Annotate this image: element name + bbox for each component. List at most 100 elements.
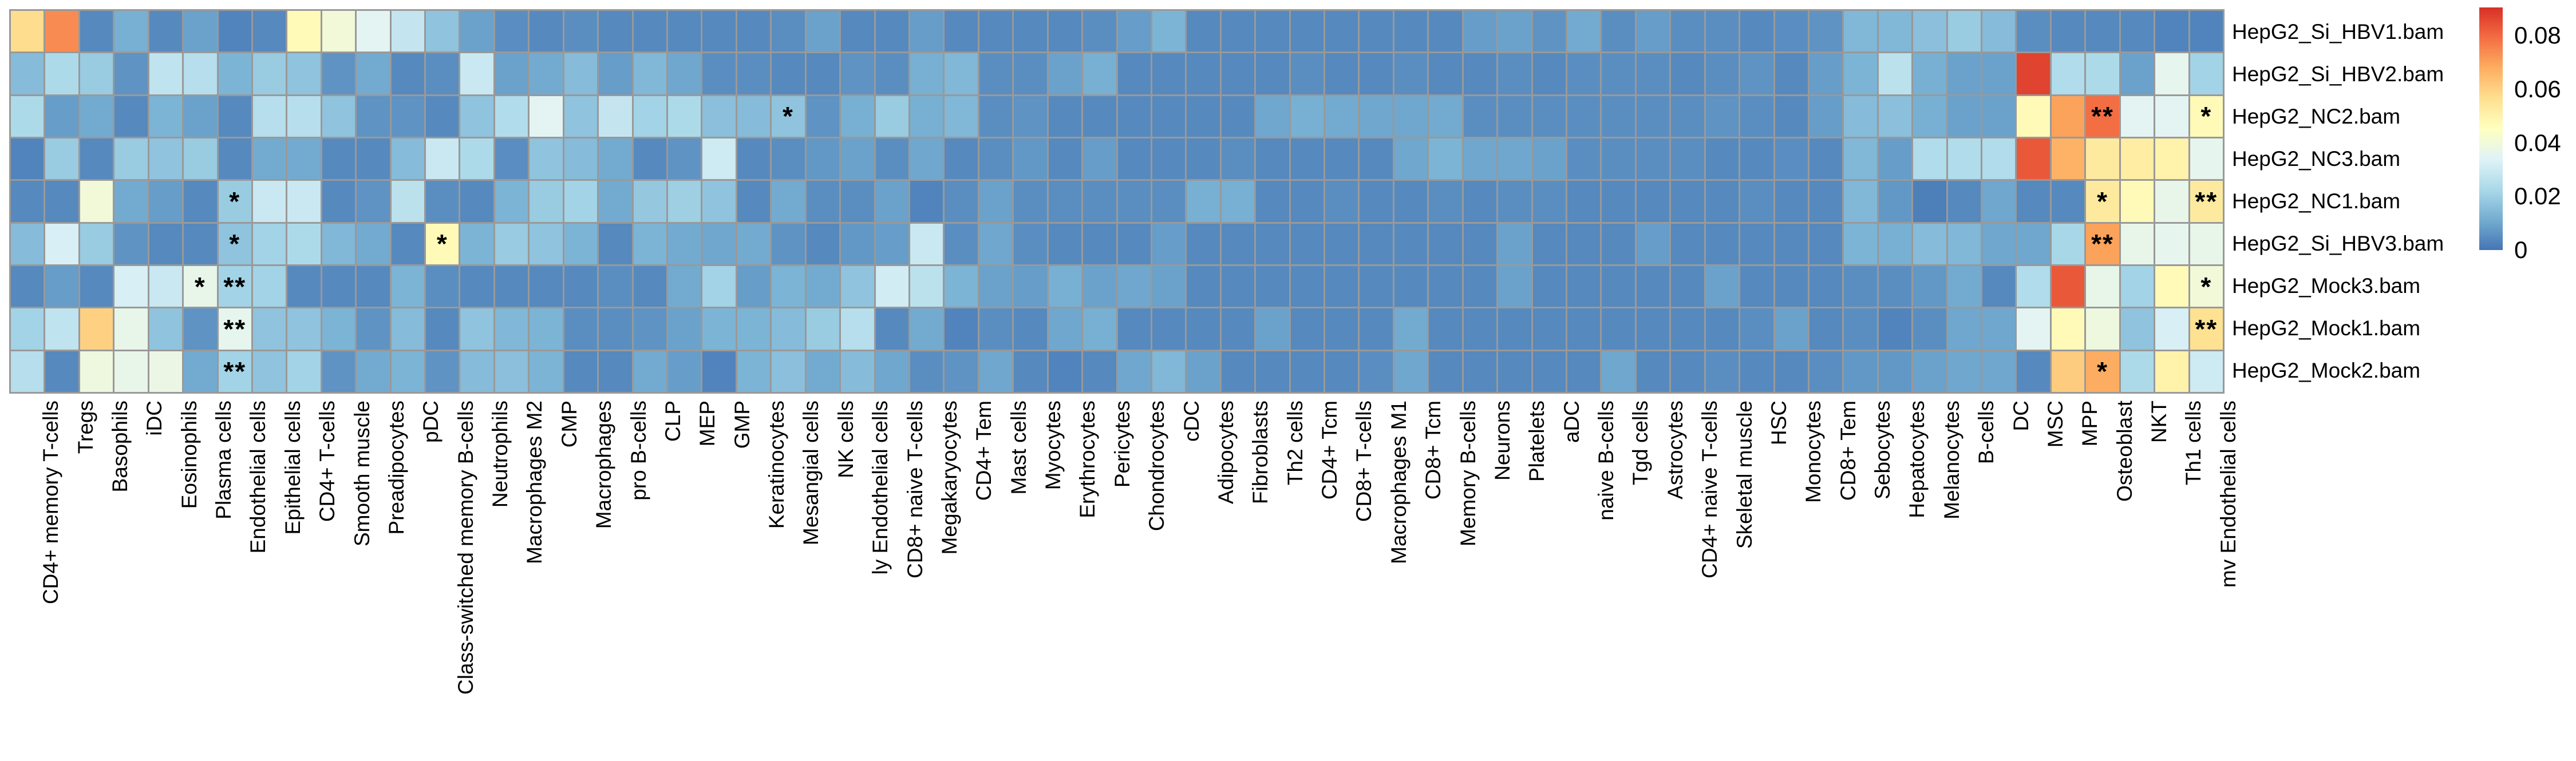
column-label: CD4+ naive T-cells [1698,401,1722,578]
heatmap-cell [1083,266,1116,307]
heatmap-cell [1532,11,1566,52]
heatmap-cell [11,138,44,180]
heatmap-cell [2120,181,2154,222]
heatmap-cell [530,351,563,392]
heatmap-cell [11,96,44,137]
heatmap-cell [80,223,113,264]
heatmap-cell [1809,96,1843,137]
heatmap-cell [45,96,78,137]
heatmap-cell [1567,181,1601,222]
heatmap-cell [1532,308,1566,350]
heatmap-cell [1117,181,1151,222]
heatmap-cell [426,181,459,222]
heatmap-cell [1947,223,1981,264]
column-label: Myocytes [1041,401,1065,490]
heatmap-cell [1705,223,1739,264]
heatmap-cell [564,96,598,137]
heatmap-cell [1394,138,1428,180]
heatmap-cell [1705,11,1739,52]
column-label: Macrophages M1 [1386,401,1411,564]
column-label: CLP [661,401,685,442]
heatmap-cell [1325,96,1358,137]
heatmap-cell [1740,181,1773,222]
heatmap-cell [1809,53,1843,94]
heatmap-cell [2086,138,2119,180]
heatmap-cell [772,223,805,264]
heatmap-cell [702,11,736,52]
heatmap-cell [1740,351,1773,392]
heatmap-cell [772,138,805,180]
heatmap-cell [633,351,667,392]
heatmap-cell [1221,96,1255,137]
heatmap-cell [599,223,632,264]
heatmap-cell [1360,96,1393,137]
heatmap-cell [426,308,459,350]
heatmap-cell [1671,11,1704,52]
heatmap-cell [184,53,217,94]
heatmap-cell [1532,96,1566,137]
column-label: Melanocytes [1939,401,1963,520]
heatmap-cell [1982,11,2016,52]
heatmap-cell [945,53,978,94]
heatmap-cell [737,308,771,350]
heatmap-cell [1982,96,2016,137]
heatmap-cell [1463,223,1497,264]
column-label: Adipocytes [1214,401,1238,504]
column-label: ly Endothelial cells [868,401,892,575]
heatmap-cell [1014,53,1047,94]
significance-mark: * [2200,101,2212,132]
heatmap-cell [357,223,390,264]
heatmap-cell [668,138,701,180]
heatmap-cell [1360,181,1393,222]
heatmap-cell [1394,308,1428,350]
heatmap-cell [979,96,1013,137]
heatmap-cell [1290,266,1324,307]
column-label: NK cells [833,401,858,478]
heatmap-cell [1636,11,1670,52]
colorbar-tick-label: 0.04 [2514,129,2561,156]
heatmap-cell [1117,53,1151,94]
heatmap-cell [460,11,493,52]
heatmap-cell [875,308,908,350]
column-label: Sebocytes [1871,401,1895,500]
heatmap-cell [1014,96,1047,137]
heatmap-cell [1671,181,1704,222]
heatmap-cell [2017,308,2050,350]
heatmap-cell [322,138,355,180]
heatmap-cell [1498,351,1531,392]
heatmap-cell [1290,351,1324,392]
heatmap-cell [1083,308,1116,350]
heatmap-cell [1498,96,1531,137]
heatmap-cell [1221,11,1255,52]
heatmap-cell [2017,96,2050,137]
heatmap-cell [737,181,771,222]
column-label: Eosinophils [177,401,201,509]
heatmap-cell [1982,138,2016,180]
significance-mark: ** [223,271,247,302]
heatmap-cell [1878,138,1912,180]
heatmap-cell [45,308,78,350]
heatmap-cell [806,223,840,264]
column-label: Mast cells [1006,401,1030,495]
heatmap-cell [1187,351,1220,392]
heatmap-cell [1014,351,1047,392]
heatmap-cell [1809,138,1843,180]
column-label: CD8+ naive T-cells [903,401,927,578]
significance-mark: ** [223,314,247,344]
column-label: Macrophages M2 [523,401,547,564]
column-label: Th1 cells [2182,401,2206,486]
heatmap-cell [184,138,217,180]
heatmap-cell [2190,223,2223,264]
heatmap-cell [426,351,459,392]
heatmap-cell [218,96,251,137]
heatmap-cell [1152,53,1186,94]
heatmap-cell [1705,96,1739,137]
heatmap-cell [1429,351,1462,392]
column-label: cDC [1179,401,1203,442]
heatmap-cell [391,138,425,180]
heatmap-cell [668,53,701,94]
heatmap-cell [252,53,286,94]
heatmap-cell [1117,223,1151,264]
heatmap-cell [1463,96,1497,137]
heatmap-cell [149,181,183,222]
